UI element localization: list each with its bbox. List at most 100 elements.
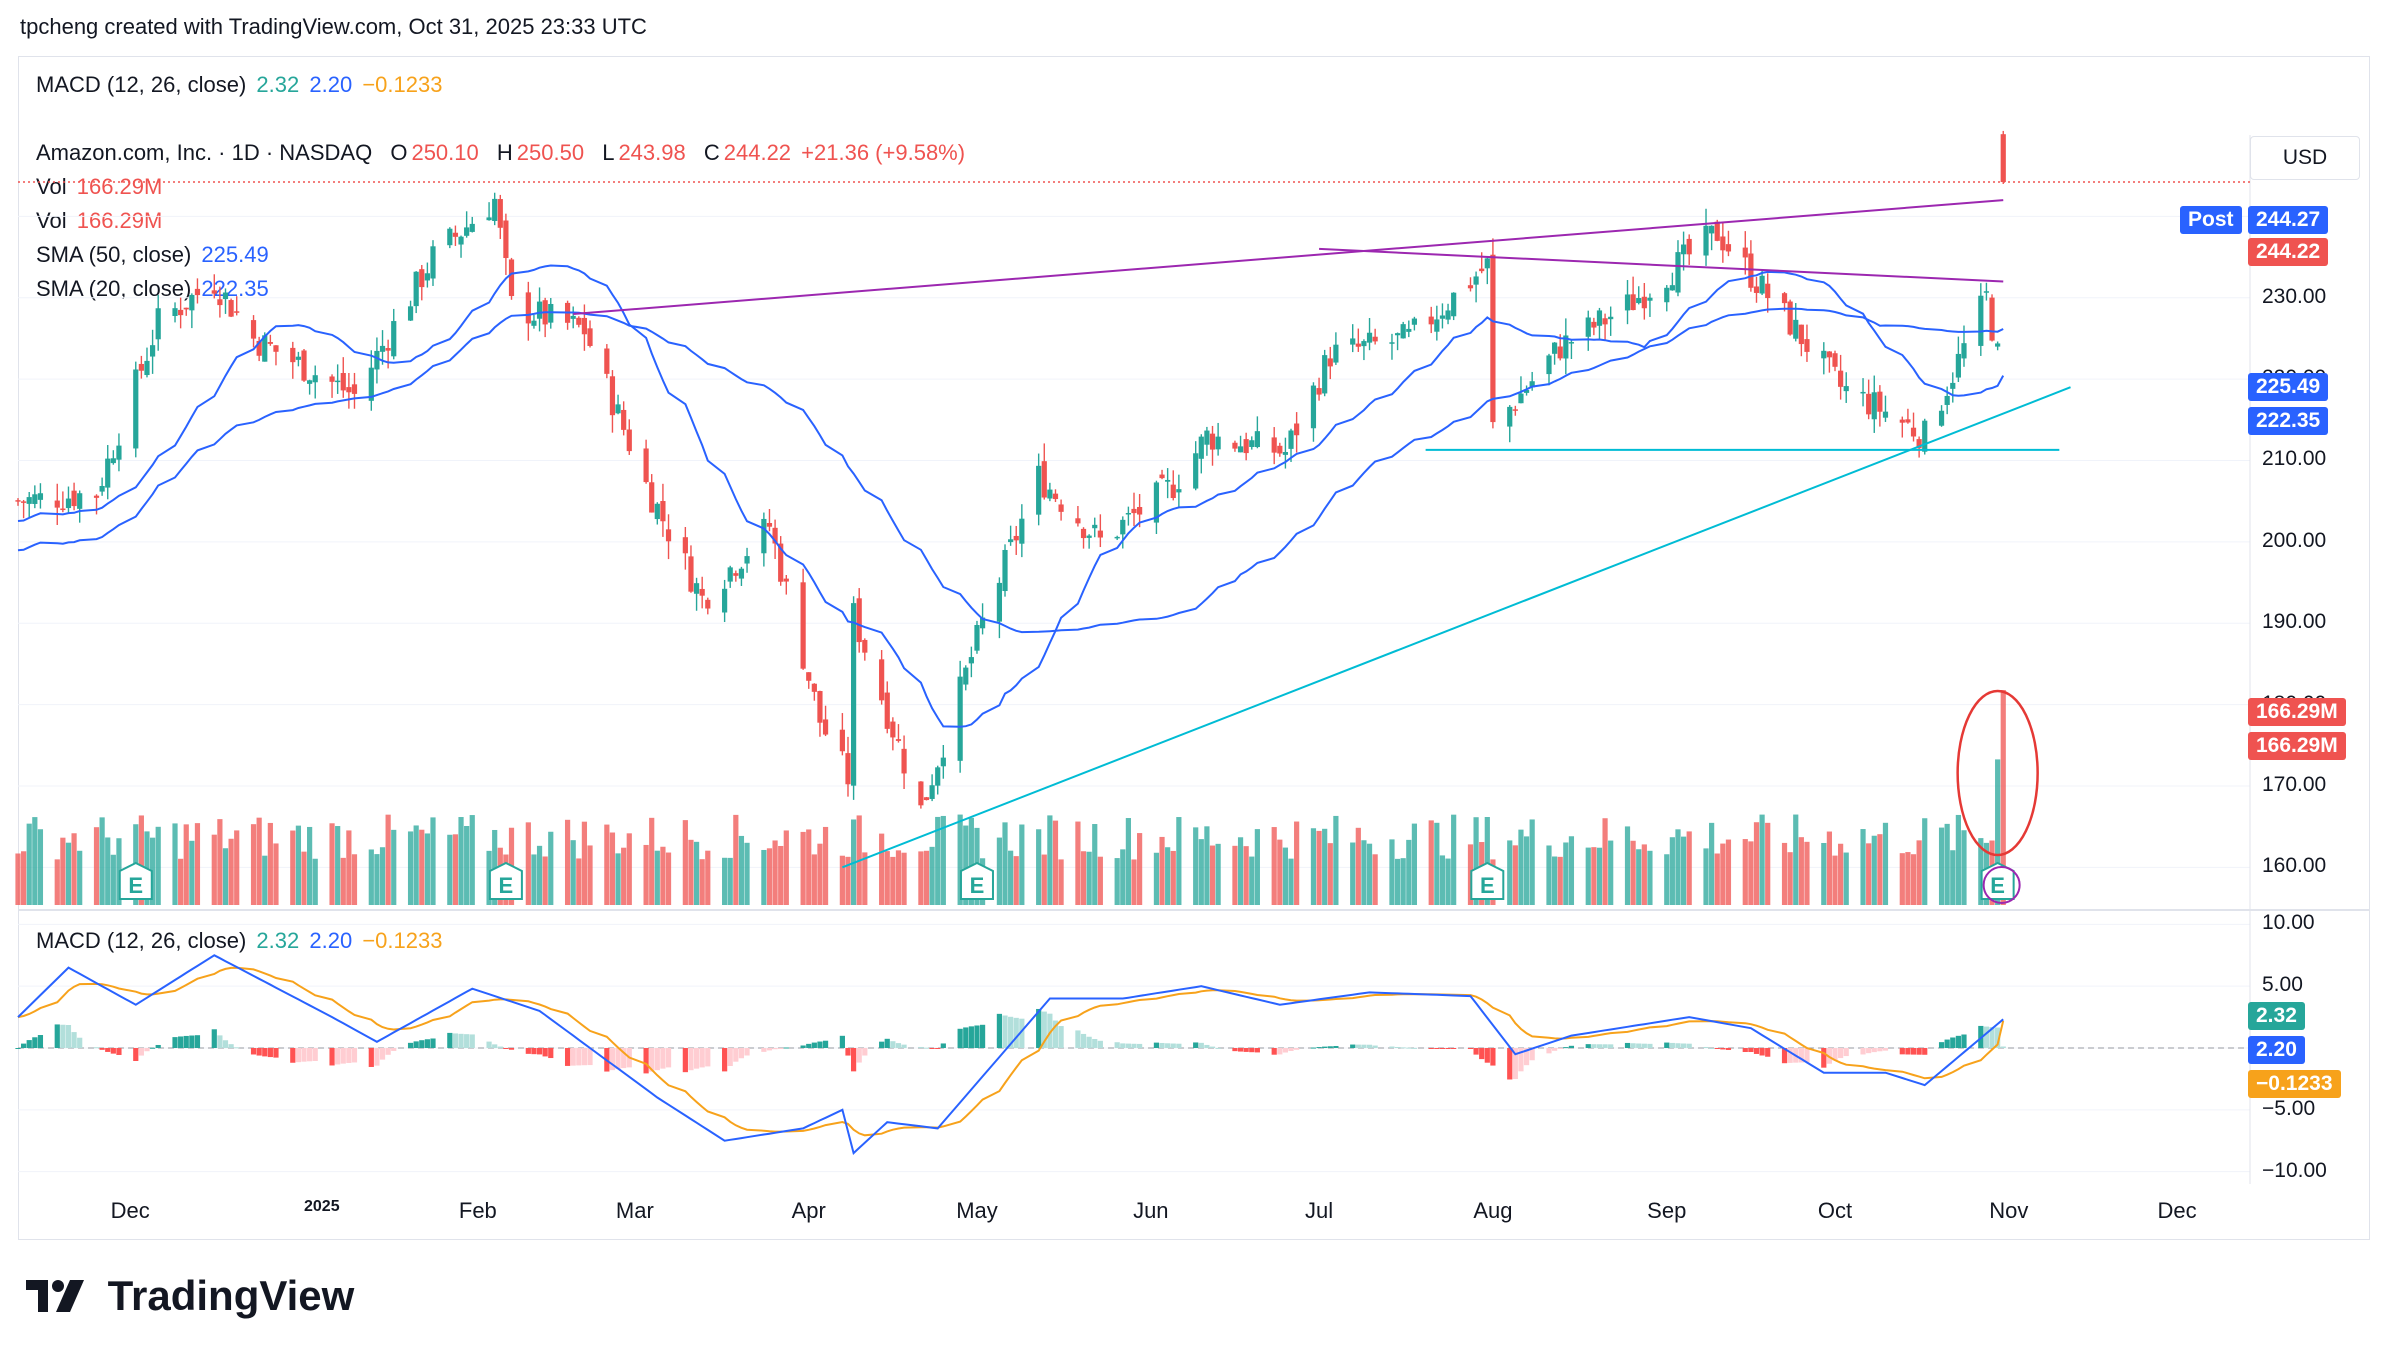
candle-body <box>464 227 470 236</box>
candle-body <box>1742 247 1748 258</box>
candle-body <box>587 328 593 346</box>
volume-bar <box>542 856 548 905</box>
macd-histogram-bar <box>1608 1044 1614 1048</box>
macd-histogram-bar <box>525 1048 531 1054</box>
macd-histogram-bar <box>1008 1016 1014 1048</box>
macd-histogram-bar <box>1451 1048 1457 1049</box>
macd-axis-label: 5.00 <box>2262 973 2303 997</box>
macd-histogram-bar <box>570 1048 576 1066</box>
volume-bar <box>1781 842 1788 905</box>
macd-histogram-bar <box>430 1038 436 1048</box>
candle-body <box>1114 536 1120 539</box>
candle-body <box>1310 385 1317 429</box>
macd-histogram-bar <box>1249 1048 1255 1053</box>
volume-bar <box>77 850 83 905</box>
volume-bar <box>1843 852 1849 905</box>
volume-bar <box>1019 824 1025 905</box>
volume-bar <box>1922 818 1928 905</box>
macd-pane-legend[interactable]: MACD (12, 26, close) 2.32 2.20 −0.1233 <box>36 928 446 954</box>
macd-histogram-bar <box>1013 1017 1019 1048</box>
macd-histogram-bar <box>1714 1048 1720 1049</box>
volume-bar <box>1002 822 1008 905</box>
volume-bar <box>1237 837 1244 905</box>
volume-bar <box>1086 851 1092 905</box>
volume-bar <box>929 846 935 905</box>
earnings-marker: E <box>959 861 994 900</box>
open-value: 250.10 <box>411 140 479 165</box>
macd-histogram-bar <box>1294 1048 1300 1050</box>
candle-body <box>1709 225 1715 234</box>
candle-body <box>250 320 257 339</box>
candle-body <box>963 667 969 685</box>
candle-body <box>935 767 941 786</box>
candle-body <box>1714 221 1720 241</box>
volume-bar <box>1905 852 1911 905</box>
macd-histogram-bar <box>1568 1045 1575 1048</box>
macd-histogram-bar <box>1282 1048 1289 1053</box>
candle-body <box>447 228 453 246</box>
macd-histogram-bar <box>1176 1043 1182 1048</box>
macd-histogram-bar <box>1350 1044 1356 1048</box>
volume-bar <box>1742 839 1748 905</box>
candle-body <box>800 582 806 669</box>
earnings-marker-shape <box>959 861 994 900</box>
attribution-header: tpcheng created with TradingView.com, Oc… <box>20 14 647 39</box>
candle-body <box>1406 328 1412 332</box>
candle-body <box>1125 512 1131 515</box>
volume-bar <box>1176 817 1182 905</box>
candle-body <box>1445 310 1451 320</box>
candle-body <box>536 301 543 319</box>
volume-bar <box>1075 821 1081 905</box>
volume-bar <box>1938 827 1945 905</box>
macd-histogram-bar <box>234 1047 240 1049</box>
top-macd-signal-value: 2.20 <box>309 72 353 97</box>
macd-histogram-bar <box>1546 1048 1552 1054</box>
volume-bar <box>1439 855 1446 905</box>
volume-bar <box>1916 840 1922 905</box>
volume-legend-2[interactable]: Vol 166.29M <box>36 208 166 234</box>
volume-bar <box>1041 854 1047 905</box>
macd-histogram-bar <box>1411 1047 1418 1049</box>
volume-legend-1[interactable]: Vol 166.29M <box>36 174 166 200</box>
sma20-legend[interactable]: SMA (20, close) 222.35 <box>36 276 273 302</box>
macd-histogram-bar <box>862 1048 868 1056</box>
candle-body <box>850 603 857 786</box>
macd-histogram-bar <box>1209 1046 1216 1048</box>
top-macd-legend[interactable]: MACD (12, 26, close) 2.32 2.20 −0.1233 <box>36 72 446 98</box>
sma50-legend[interactable]: SMA (50, close) 225.49 <box>36 242 273 268</box>
macd-histogram-bar <box>133 1048 139 1061</box>
macd-histogram-bar <box>963 1027 969 1048</box>
volume-bar <box>458 817 464 905</box>
volume-bar <box>1838 843 1844 905</box>
macd-histogram-bar <box>32 1037 38 1048</box>
macd-histogram-bar <box>1675 1043 1681 1048</box>
volume-bar <box>1832 855 1838 905</box>
candle-body <box>1725 244 1732 252</box>
volume-bar <box>727 857 733 905</box>
macd-histogram-bar <box>1798 1048 1804 1063</box>
candle-body <box>604 348 610 374</box>
price-axis-label: 230.00 <box>2262 284 2327 308</box>
candle-body <box>407 306 414 321</box>
candle-body <box>1989 297 1995 341</box>
volume-bar <box>1411 823 1418 905</box>
macd-histogram-bar <box>1669 1042 1675 1048</box>
tradingview-logo[interactable]: TradingView <box>26 1272 354 1320</box>
macd-histogram-bar <box>733 1048 739 1062</box>
symbol-legend[interactable]: Amazon.com, Inc. · 1D · NASDAQ O 250.10 H… <box>36 140 969 166</box>
volume-bar <box>1753 822 1760 905</box>
candle-body <box>1624 294 1631 311</box>
price-axis-label: 190.00 <box>2262 610 2327 634</box>
volume-bar <box>379 847 386 905</box>
candle-body <box>99 485 105 492</box>
volume-bar <box>413 825 419 905</box>
candle-body <box>548 303 554 323</box>
volume-bar <box>1866 843 1872 905</box>
volume-bar <box>626 833 632 905</box>
macd-histogram-bar <box>817 1041 823 1048</box>
volume-bar <box>940 815 946 905</box>
candle-body <box>1047 489 1053 499</box>
volume-bar <box>1193 827 1199 905</box>
volume-bar <box>654 850 660 905</box>
